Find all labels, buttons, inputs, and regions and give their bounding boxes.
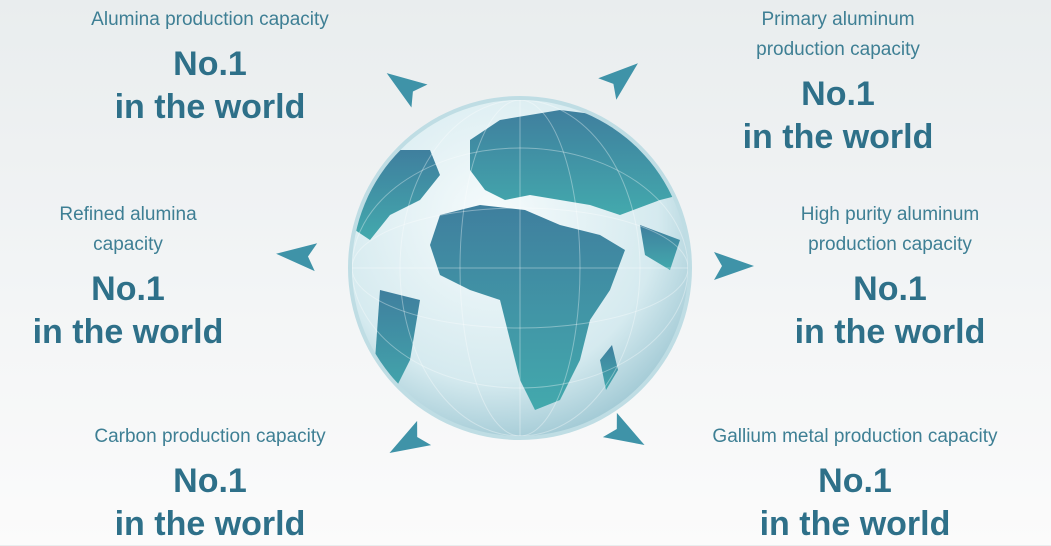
stat-label: Primary aluminum bbox=[761, 9, 915, 30]
stat-label: High purity aluminum bbox=[800, 204, 980, 225]
stat-label: Carbon production capacity bbox=[94, 426, 326, 447]
graticule bbox=[352, 100, 688, 436]
stat-label: production capacity bbox=[756, 39, 920, 60]
rank-text: No.1 bbox=[173, 45, 247, 83]
arrow bbox=[714, 252, 754, 280]
stat-label: capacity bbox=[93, 234, 163, 255]
arrow bbox=[602, 412, 645, 445]
arrow bbox=[386, 73, 428, 108]
stat-item: Alumina production capacity No.1 in the wo… bbox=[0, 5, 420, 129]
rank-text: No.1 bbox=[801, 75, 875, 113]
rank-text: No.1 bbox=[853, 270, 927, 308]
rank-text: in the world bbox=[759, 505, 951, 543]
arrow bbox=[598, 63, 638, 100]
stat-rank: No.1 in the world bbox=[628, 73, 1048, 159]
arrow bbox=[276, 243, 318, 272]
rank-text: in the world bbox=[742, 118, 934, 156]
stat-item: Carbon production capacity No.1 in the wor… bbox=[0, 422, 420, 546]
stat-rank: No.1 in the world bbox=[645, 460, 1051, 546]
stat-item: Refined alumina capacity No.1 in the world bbox=[0, 200, 338, 354]
stat-label: Alumina production capacity bbox=[91, 9, 329, 30]
stat-label: Gallium metal production capacity bbox=[712, 426, 998, 447]
arrow bbox=[389, 420, 432, 453]
rank-text: No.1 bbox=[818, 462, 892, 500]
stat-item: Primary aluminum production capacity No.1 i… bbox=[628, 5, 1048, 159]
arrows bbox=[276, 63, 754, 453]
stat-rank: No.1 in the world bbox=[680, 268, 1051, 354]
stat-label: production capacity bbox=[808, 234, 972, 255]
rank-text: No.1 bbox=[91, 270, 165, 308]
stat-rank: No.1 in the world bbox=[0, 43, 420, 129]
rank-text: in the world bbox=[114, 505, 306, 543]
stat-item: Gallium metal production capacity No.1 in … bbox=[645, 422, 1051, 546]
stat-rank: No.1 in the world bbox=[0, 460, 420, 546]
rank-text: in the world bbox=[794, 313, 986, 351]
rank-text: in the world bbox=[114, 88, 306, 126]
stat-label: Refined alumina bbox=[59, 204, 197, 225]
stat-rank: No.1 in the world bbox=[0, 268, 338, 354]
rank-text: in the world bbox=[32, 313, 224, 351]
rank-text: No.1 bbox=[173, 462, 247, 500]
stat-item: High purity aluminum production capacity N… bbox=[680, 200, 1051, 354]
